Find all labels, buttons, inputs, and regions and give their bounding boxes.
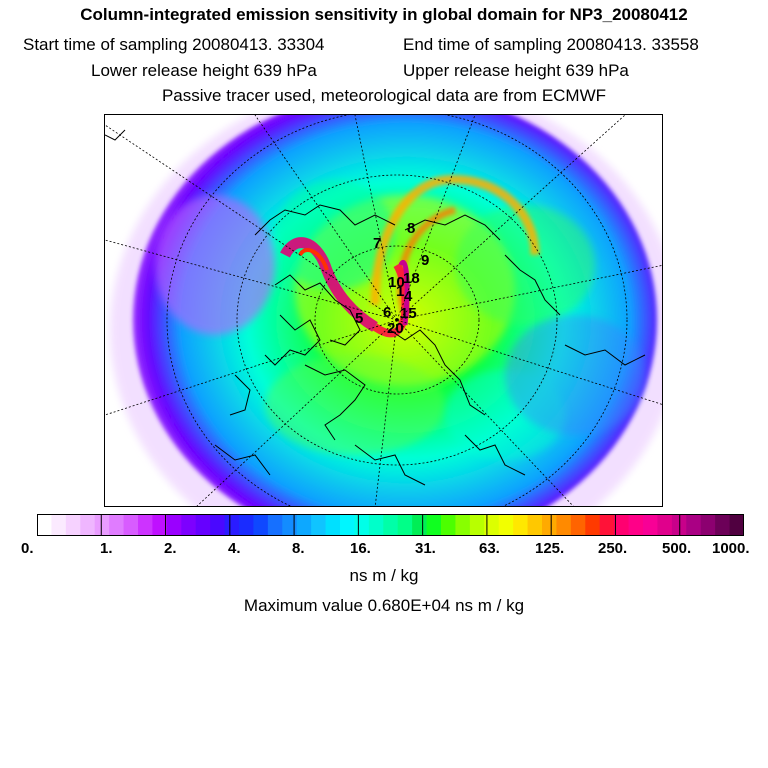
colorbar-swatch (556, 514, 572, 536)
colorbar-swatch (686, 514, 702, 536)
colorbar-tick: 16. (350, 540, 371, 557)
colorbar-tick: 125. (535, 540, 565, 557)
colorbar-swatch (239, 514, 255, 536)
colorbar-swatch (484, 514, 500, 536)
colorbar-swatch (715, 514, 731, 536)
colorbar-swatch (109, 514, 125, 536)
colorbar-unit: ns m / kg (349, 566, 419, 585)
trajectory-label: 20 (387, 320, 404, 337)
trajectory-label: 6 (383, 304, 391, 321)
trajectory-label: 9 (421, 252, 429, 269)
colorbar-swatch (469, 514, 485, 536)
colorbar-swatch (657, 514, 673, 536)
colorbar-swatch (455, 514, 471, 536)
colorbar-tick: 8. (292, 540, 305, 557)
colorbar-swatch (210, 514, 226, 536)
colorbar-tick: 0. (21, 540, 34, 557)
map-title: Column-integrated emission sensitivity i… (80, 5, 688, 24)
trajectory-label: 15 (400, 305, 417, 322)
colorbar-swatch (729, 514, 744, 536)
colorbar-swatch (296, 514, 312, 536)
colorbar-swatch (80, 514, 96, 536)
emission-sensitivity-map: 8 9 7 10 18 1 4 6 15 5 20 (104, 114, 663, 507)
trajectory-label: 8 (407, 220, 415, 237)
colorbar-swatch (181, 514, 197, 536)
colorbar-tick: 1. (100, 540, 113, 557)
lower-release-height-label: Lower release height 639 hPa (91, 61, 317, 80)
trajectory-label: 1 (396, 283, 404, 300)
colorbar-tick: 2. (164, 540, 177, 557)
colorbar-swatch (585, 514, 601, 536)
colorbar-swatch (513, 514, 529, 536)
colorbar-swatch (441, 514, 457, 536)
colorbar-swatch (397, 514, 413, 536)
colorbar-swatch (542, 514, 558, 536)
colorbar-swatch (152, 514, 168, 536)
colorbar-tick: 4. (228, 540, 241, 557)
colorbar-tick: 31. (415, 540, 436, 557)
colorbar-graphic (37, 514, 744, 536)
trajectory-label: 18 (403, 270, 420, 287)
sampling-end-label: End time of sampling 20080413. 33558 (403, 35, 699, 54)
colorbar-tick: 250. (598, 540, 628, 557)
colorbar-swatch (614, 514, 630, 536)
colorbar-swatch (282, 514, 298, 536)
colorbar-swatch (643, 514, 659, 536)
graticule (105, 115, 662, 506)
trajectory-label: 5 (355, 310, 363, 327)
colorbar-swatch (51, 514, 67, 536)
colorbar-swatch (368, 514, 384, 536)
colorbar-swatch (628, 514, 644, 536)
colorbar-swatch (311, 514, 327, 536)
colorbar-swatch (412, 514, 428, 536)
colorbar-swatch (65, 514, 81, 536)
colorbar-swatch (527, 514, 543, 536)
colorbar-tick: 1000. (712, 540, 750, 557)
colorbar-swatch (570, 514, 586, 536)
colorbar (37, 514, 744, 536)
colorbar-swatch (267, 514, 283, 536)
sampling-start-label: Start time of sampling 20080413. 33304 (23, 35, 325, 54)
colorbar-swatch (195, 514, 211, 536)
trajectory-label: 10 (388, 274, 405, 291)
colorbar-swatch (37, 514, 53, 536)
colorbar-swatch (340, 514, 356, 536)
polar-map-graphic: 8 9 7 10 18 1 4 6 15 5 20 (105, 115, 662, 506)
maximum-value-label: Maximum value 0.680E+04 ns m / kg (243, 596, 525, 615)
coastlines (105, 129, 646, 486)
colorbar-swatch (599, 514, 615, 536)
colorbar-swatch (224, 514, 240, 536)
colorbar-swatch (354, 514, 370, 536)
colorbar-swatch (426, 514, 442, 536)
colorbar-swatch (138, 514, 154, 536)
colorbar-swatch (253, 514, 269, 536)
colorbar-swatch (383, 514, 399, 536)
trajectory-label: 7 (373, 235, 381, 252)
colorbar-border (37, 514, 744, 536)
colorbar-tick: 500. (662, 540, 692, 557)
colorbar-tick: 63. (479, 540, 500, 557)
colorbar-swatch (166, 514, 182, 536)
colorbar-swatch (123, 514, 139, 536)
tracer-note: Passive tracer used, meteorological data… (161, 86, 607, 105)
colorbar-swatch (700, 514, 716, 536)
colorbar-swatch (498, 514, 514, 536)
colorbar-swatch (325, 514, 341, 536)
trajectory-label: 4 (404, 288, 413, 305)
upper-release-height-label: Upper release height 639 hPa (403, 61, 629, 80)
colorbar-swatch (94, 514, 110, 536)
